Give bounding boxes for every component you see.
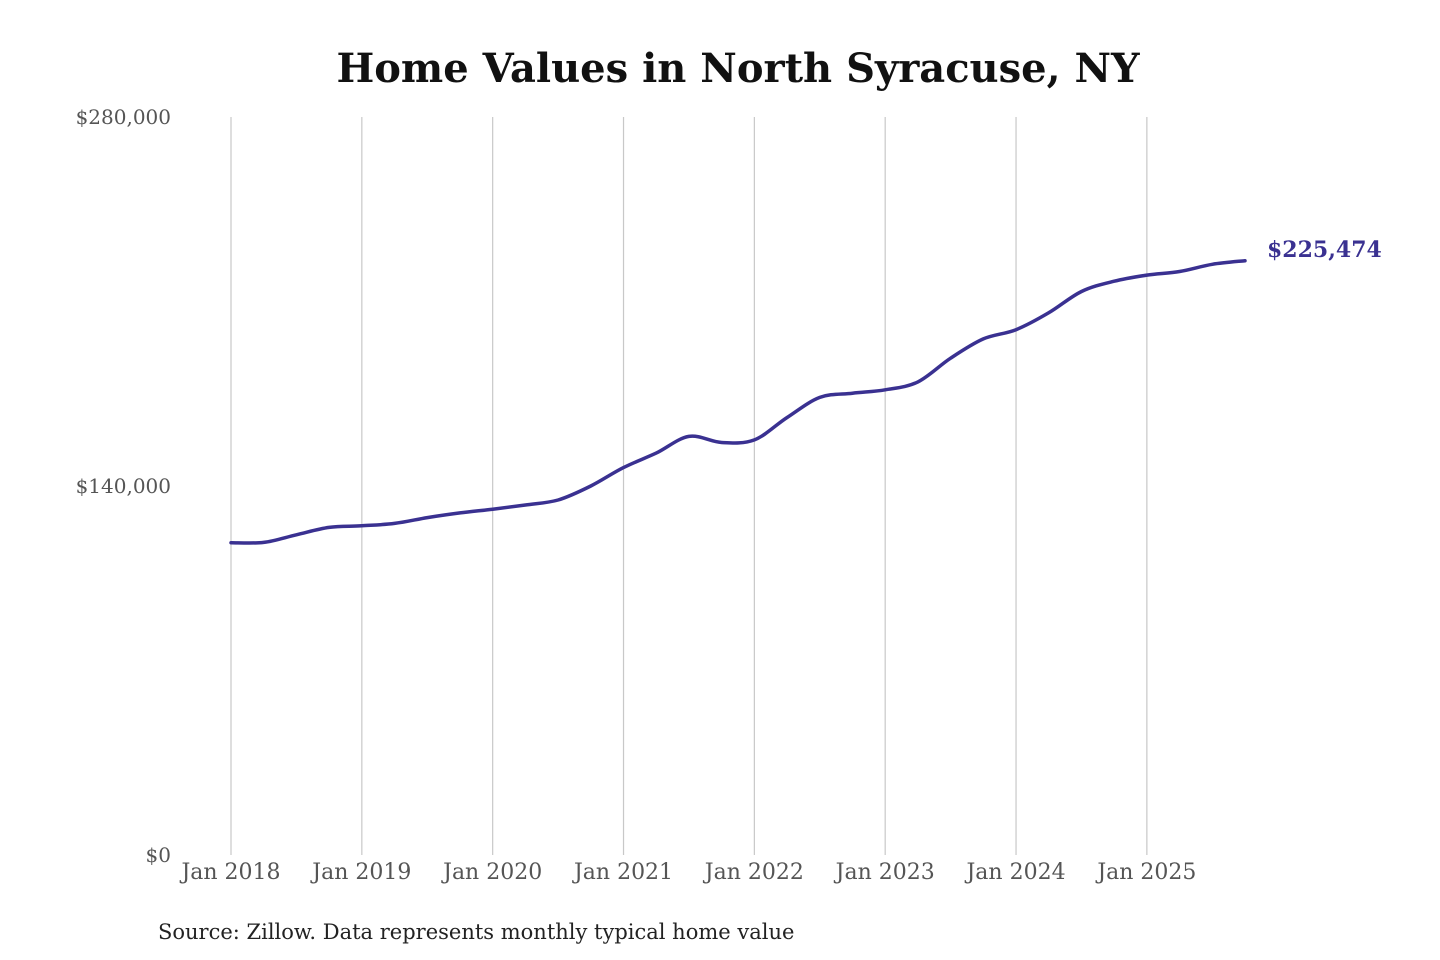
series-line <box>229 258 1247 545</box>
x-tick-label: Jan 2023 <box>834 860 935 885</box>
y-tick-label: $0 <box>146 843 171 867</box>
y-tick-label: $140,000 <box>76 474 171 498</box>
x-tick-label: Jan 2018 <box>179 860 280 885</box>
x-tick-label: Jan 2019 <box>310 860 411 885</box>
source-note: Source: Zillow. Data represents monthly … <box>158 920 794 944</box>
x-axis-ticks: Jan 2018 Jan 2019 Jan 2020 Jan 2021 Jan 2022… <box>179 860 1196 885</box>
y-tick-label: $280,000 <box>76 105 171 129</box>
end-value-label: $225,474 <box>1267 237 1382 263</box>
x-tick-label: Jan 2025 <box>1095 860 1196 885</box>
x-tick-label: Jan 2024 <box>964 860 1065 885</box>
x-tick-label: Jan 2022 <box>703 860 804 885</box>
x-tick-label: Jan 2020 <box>441 860 542 885</box>
gridlines <box>230 117 1148 855</box>
y-axis-ticks: $0 $140,000 $280,000 <box>76 105 171 867</box>
x-tick-label: Jan 2021 <box>572 860 673 885</box>
chart-title: Home Values in North Syracuse, NY <box>336 45 1140 92</box>
series-layer <box>229 258 1247 545</box>
